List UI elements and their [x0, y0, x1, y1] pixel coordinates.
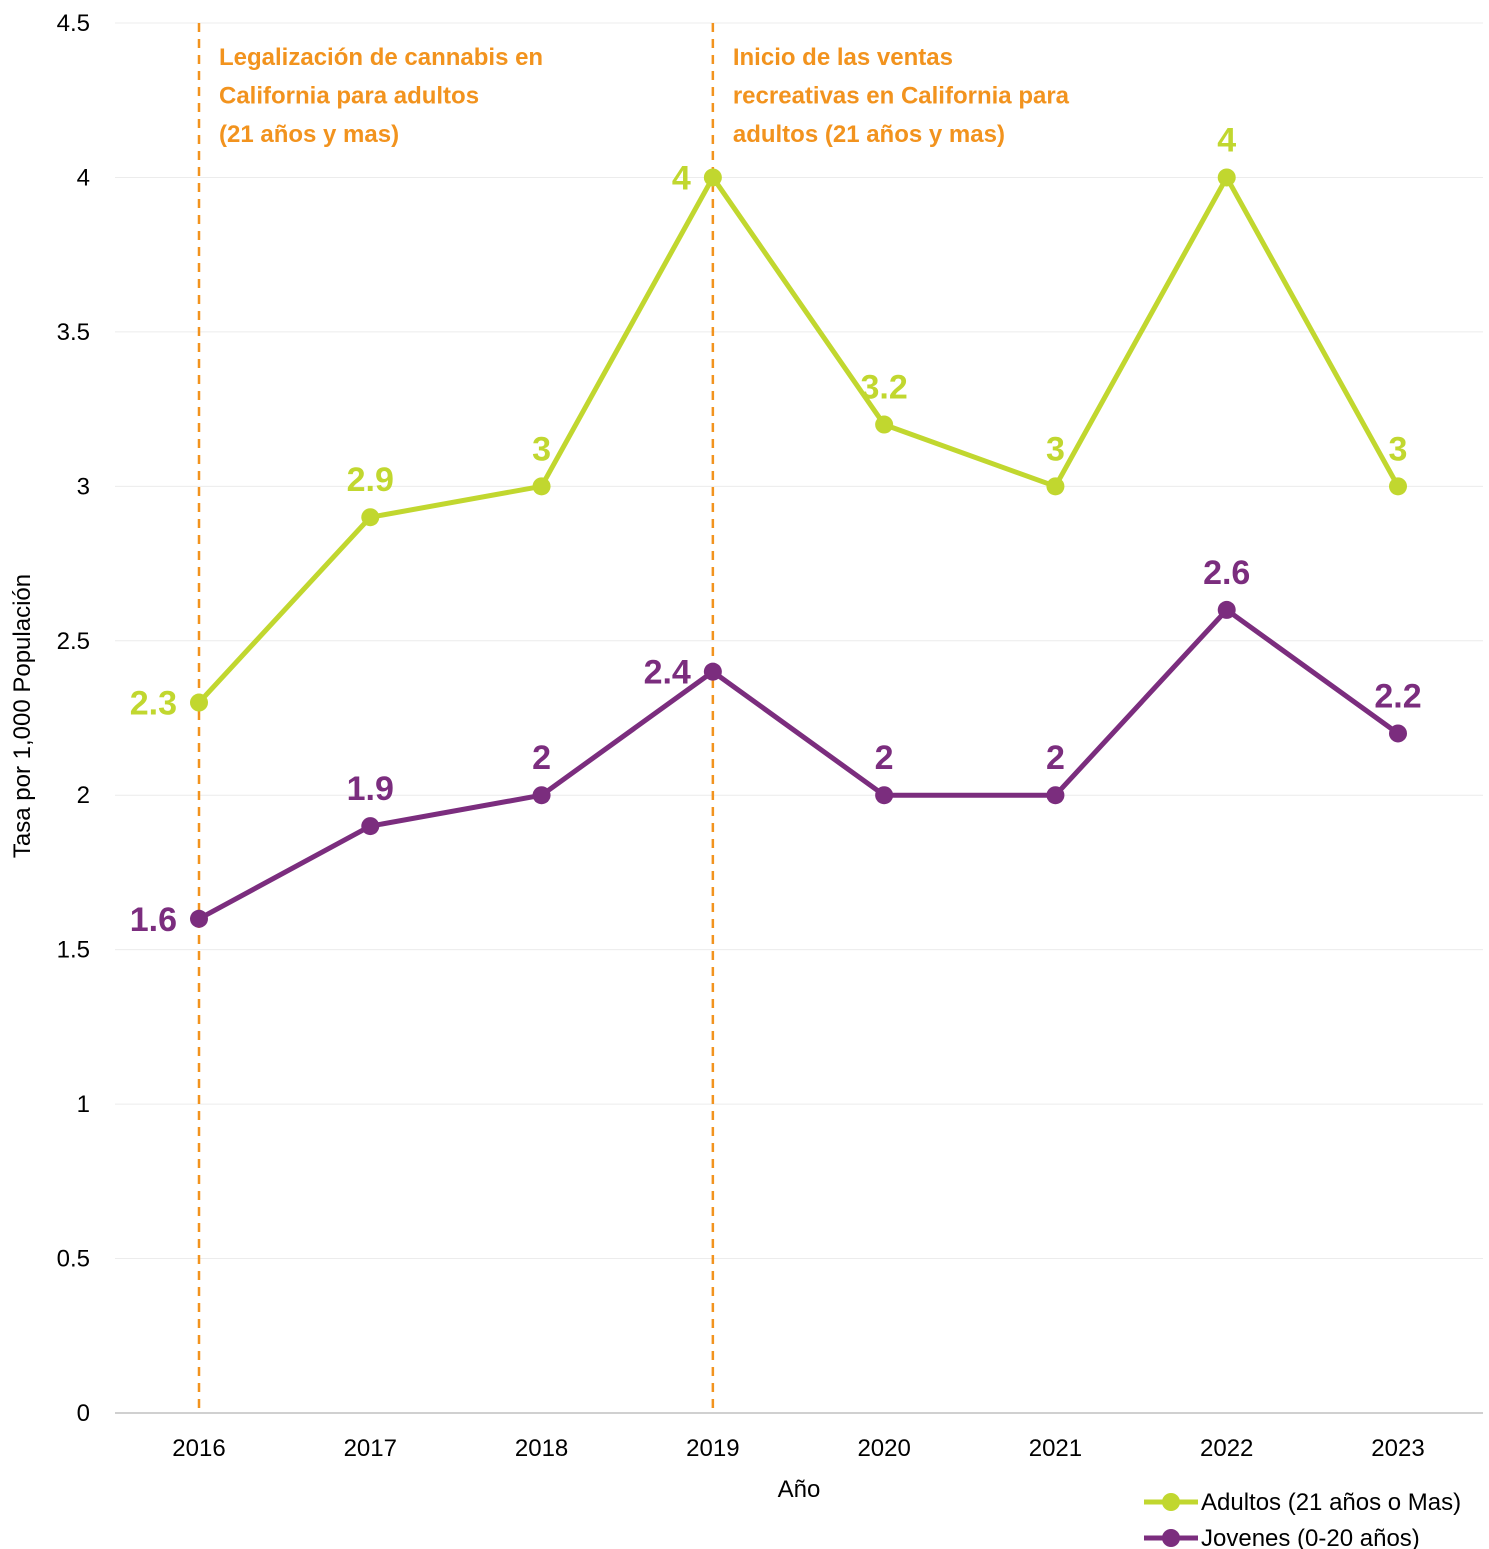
data-label: 1.6 [130, 901, 177, 939]
annotation-text: adultos (21 años y mas) [733, 121, 1005, 148]
data-label: 4 [1217, 121, 1236, 159]
legend-swatch-marker [1162, 1493, 1180, 1511]
gridlines [115, 22, 1483, 1260]
y-tick-label: 4.5 [57, 10, 90, 37]
annotation-text: Legalización de cannabis en [219, 44, 543, 71]
x-tick-label: 2017 [344, 1435, 397, 1462]
data-point [532, 786, 551, 805]
data-label: 2.4 [644, 654, 691, 692]
legend: Adultos (21 años o Mas) Jovenes (0-20 año… [1144, 1489, 1461, 1549]
data-point [703, 168, 722, 187]
data-label: 2 [875, 739, 894, 777]
annotation-text: recreativas en California para [733, 83, 1070, 110]
data-point [1389, 477, 1407, 496]
x-tick-label: 2019 [686, 1435, 739, 1462]
annotation-text: California para adultos [219, 83, 479, 110]
x-tick-label: 2021 [1029, 1435, 1082, 1462]
y-axis-title: Tasa por 1,000 Populación [9, 574, 36, 858]
y-tick-label: 2 [77, 782, 90, 809]
data-label: 1.9 [347, 770, 394, 808]
data-label: 4 [672, 159, 691, 197]
x-tick-label: 2023 [1371, 1435, 1424, 1462]
x-axis-title: Año [778, 1476, 821, 1503]
series-group [190, 168, 1407, 928]
data-point [1217, 168, 1236, 187]
series-line [197, 607, 1400, 921]
data-label: 3 [1389, 430, 1408, 468]
y-tick-label: 1 [77, 1091, 90, 1118]
x-tick-label: 2022 [1200, 1435, 1253, 1462]
data-point [703, 662, 722, 681]
y-tick-label: 1.5 [57, 937, 90, 964]
data-label: 3 [1046, 430, 1065, 468]
data-point [875, 786, 894, 805]
x-axis-ticks: 2016 2017 2018 2019 2020 2021 2022 2023 [172, 1435, 1424, 1462]
legend-label: Adultos (21 años o Mas) [1201, 1489, 1461, 1516]
data-label: 2.3 [130, 685, 177, 723]
y-tick-label: 2.5 [57, 628, 90, 655]
data-label: 2.2 [1374, 677, 1421, 715]
y-tick-label: 4 [77, 164, 90, 191]
annotation-text: Inicio de las ventas [733, 44, 953, 71]
data-label: 2 [1046, 739, 1065, 777]
data-point [1389, 724, 1407, 743]
data-label: 2 [532, 739, 551, 777]
y-tick-label: 0 [77, 1400, 90, 1427]
legend-swatch-marker [1162, 1529, 1180, 1547]
data-label: 2.9 [347, 461, 394, 499]
data-point [190, 909, 208, 928]
data-point [1046, 477, 1065, 496]
annotations: Legalización de cannabis en California pa… [197, 23, 1070, 1413]
annotation-text: (21 años y mas) [219, 121, 399, 148]
data-point [1217, 600, 1236, 619]
x-tick-label: 2016 [172, 1435, 225, 1462]
y-tick-label: 3.5 [57, 319, 90, 346]
data-point [361, 817, 380, 836]
data-point [532, 477, 551, 496]
x-tick-label: 2020 [857, 1435, 910, 1462]
legend-label: Jovenes (0-20 años) [1201, 1525, 1420, 1549]
y-axis-ticks: 0 0.5 1 1.5 2 2.5 3 3.5 4 4.5 [57, 10, 90, 1427]
data-label: 2.6 [1203, 554, 1250, 592]
series-line [197, 174, 1401, 705]
data-labels: 2.3 2.9 3 4 3.2 3 4 3 1.6 1.9 2 2.4 2 2 2.6 2.2 [130, 121, 1422, 938]
data-point [1046, 786, 1065, 805]
data-point [875, 415, 894, 434]
data-point [190, 693, 208, 712]
data-label: 3 [532, 430, 551, 468]
x-tick-label: 2018 [515, 1435, 568, 1462]
data-label: 3.2 [861, 369, 908, 407]
data-point [361, 508, 380, 527]
y-tick-label: 0.5 [57, 1246, 90, 1273]
y-tick-label: 3 [77, 473, 90, 500]
